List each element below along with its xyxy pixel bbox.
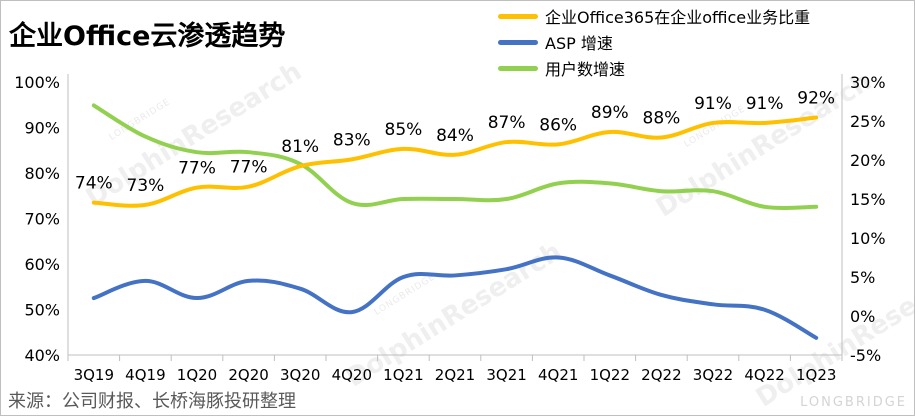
x-axis-tick-label: 4Q20 (332, 366, 372, 384)
data-label: 81% (281, 137, 319, 157)
legend-swatch (498, 13, 538, 19)
x-axis-tick-label: 3Q22 (693, 366, 733, 384)
x-axis-tick-label: 2Q20 (228, 366, 268, 384)
data-label: 88% (643, 109, 681, 129)
data-label: 77% (178, 159, 216, 179)
data-label: 92% (797, 88, 835, 108)
data-label: 83% (333, 130, 371, 150)
x-axis-tick-label: 4Q22 (744, 366, 784, 384)
x-axis-tick-label: 1Q22 (590, 366, 630, 384)
right-axis-tick-label: 20% (850, 151, 886, 170)
legend-label: 用户数增速 (545, 60, 626, 79)
right-axis-tick-label: 15% (850, 190, 886, 209)
data-label: 77% (230, 158, 268, 178)
legend-swatch (498, 39, 538, 45)
x-axis-tick-label: 3Q20 (280, 366, 320, 384)
x-axis-tick-label: 2Q22 (641, 366, 681, 384)
data-label: 91% (694, 94, 732, 114)
data-label: 85% (385, 120, 423, 140)
x-axis-tick-label: 3Q21 (486, 366, 526, 384)
legend-item: 用户数增速 (498, 55, 810, 81)
left-axis-tick-label: 50% (24, 301, 60, 320)
legend-label: 企业Office365在企业office业务比重 (545, 8, 811, 27)
left-axis-tick-label: 90% (24, 119, 60, 138)
data-label: 84% (436, 126, 474, 146)
x-axis-tick-label: 1Q23 (796, 366, 836, 384)
right-axis-tick-label: 5% (850, 268, 875, 287)
chart-title: 企业Office云渗透趋势 (9, 21, 286, 52)
x-axis-tick-label: 1Q20 (177, 366, 217, 384)
left-axis-tick-label: 100% (14, 73, 60, 92)
data-label: 89% (591, 103, 629, 123)
series-line-asp-growth (91, 255, 819, 340)
data-label: 86% (539, 115, 577, 135)
right-axis-tick-label: 0% (850, 307, 875, 326)
x-axis-tick-label: 1Q21 (383, 366, 423, 384)
brand-watermark: LONGBRIDGE (800, 395, 907, 410)
x-axis-tick-label: 4Q21 (538, 366, 578, 384)
left-axis-tick-label: 40% (24, 346, 60, 365)
x-axis-tick-label: 3Q19 (74, 366, 114, 384)
right-axis-tick-label: -5% (850, 346, 881, 365)
legend-item: ASP 增速 (498, 29, 810, 55)
legend: 企业Office365在企业office业务比重 ASP 增速 用户数增速 (498, 3, 810, 81)
legend-swatch (498, 65, 538, 71)
x-axis-tick-label: 2Q21 (435, 366, 475, 384)
data-label: 74% (75, 174, 113, 194)
right-axis-tick-label: 10% (850, 229, 886, 248)
data-label: 91% (746, 94, 784, 114)
left-axis-tick-label: 60% (24, 255, 60, 274)
right-axis-tick-label: 30% (850, 73, 886, 92)
legend-label: ASP 增速 (545, 34, 613, 53)
x-axis-tick-label: 4Q19 (125, 366, 165, 384)
left-axis-tick-label: 70% (24, 210, 60, 229)
source-note: 来源：公司财报、长桥海豚投研整理 (8, 391, 296, 412)
right-axis-tick-label: 25% (850, 112, 886, 131)
left-axis-tick-label: 80% (24, 164, 60, 183)
data-label: 73% (127, 176, 165, 196)
data-label: 87% (488, 113, 526, 133)
legend-item: 企业Office365在企业office业务比重 (498, 3, 810, 29)
